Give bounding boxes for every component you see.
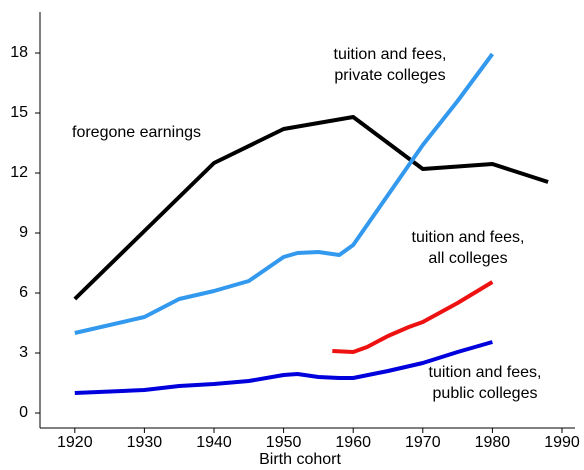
series-line: [74, 52, 495, 335]
x-tick-label: 1970: [405, 434, 441, 451]
x-tick-label: 1930: [127, 434, 163, 451]
y-tick-label: 15: [10, 104, 28, 121]
x-axis-label: Birth cohort: [259, 451, 341, 468]
series-line: [73, 115, 549, 301]
x-tick-label: 1920: [57, 434, 93, 451]
x-tick-label: 1990: [544, 434, 580, 451]
series-label: all colleges: [428, 250, 507, 267]
x-tick-label: 1950: [266, 434, 302, 451]
y-tick-label: 0: [19, 404, 28, 421]
y-tick-label: 6: [19, 284, 28, 301]
x-tick-label: 1940: [196, 434, 232, 451]
series-label: tuition and fees,: [412, 229, 525, 246]
y-tick-label: 18: [10, 44, 28, 61]
series-label: private colleges: [334, 67, 445, 84]
series-label: tuition and fees,: [429, 364, 542, 381]
y-tick-label: 3: [19, 344, 28, 361]
series-label: foregone earnings: [72, 124, 201, 141]
series-label: public colleges: [433, 385, 538, 402]
x-tick-label: 1960: [335, 434, 371, 451]
y-tick-label: 9: [19, 224, 28, 241]
x-tick-label: 1980: [475, 434, 511, 451]
series-line: [332, 280, 494, 354]
series-line: [74, 340, 493, 395]
series-label: tuition and fees,: [334, 46, 447, 63]
y-tick-label: 12: [10, 164, 28, 181]
